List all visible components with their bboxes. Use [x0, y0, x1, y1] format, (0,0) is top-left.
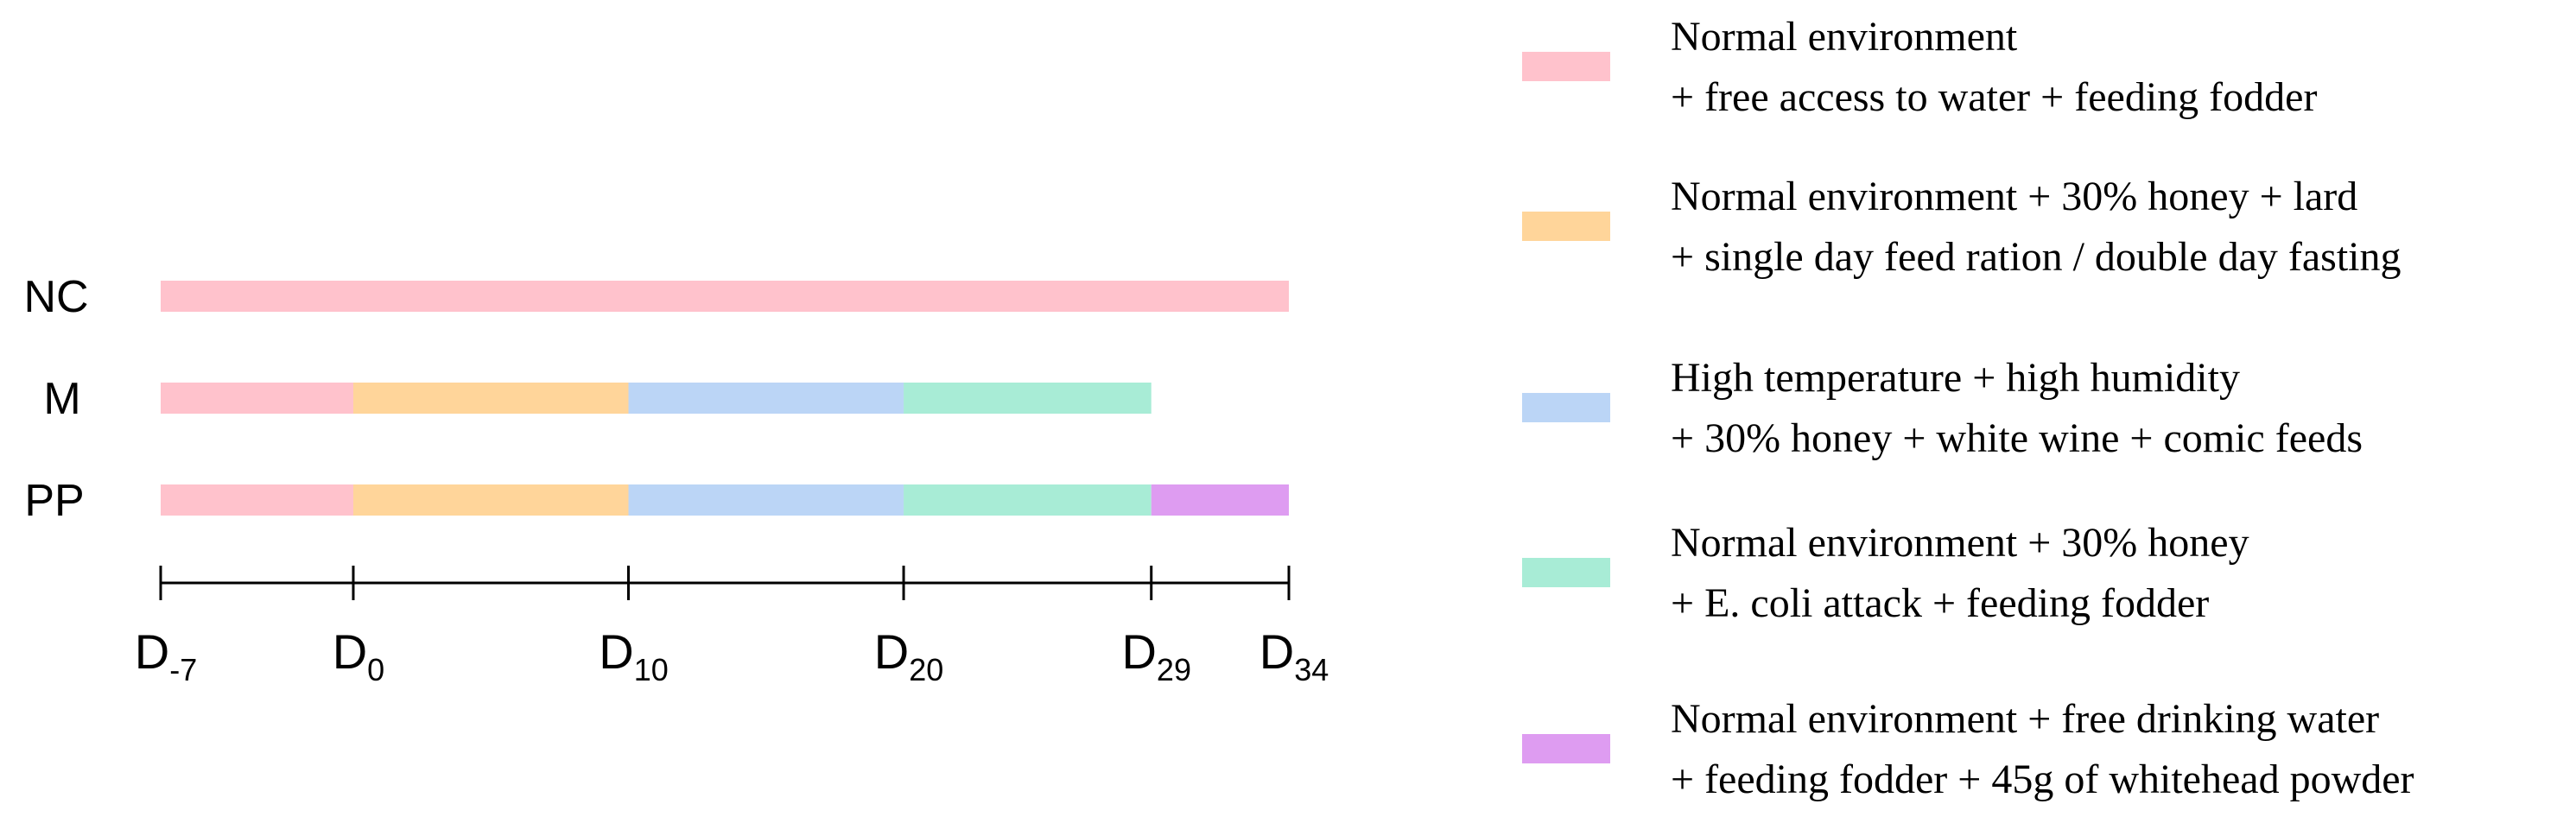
group-label: PP: [24, 476, 84, 526]
phase-segment-green: [904, 383, 1152, 414]
tick-label: D10: [599, 624, 669, 687]
timeline-axis: D-7 D0 D10 D20 D29 D34: [135, 566, 1329, 687]
tick-label-subscript: 29: [1157, 652, 1191, 687]
legend-text-line: + free access to water + feeding fodder: [1671, 74, 2317, 120]
tick-label-base: D: [599, 624, 633, 679]
phase-segment-purple: [1151, 484, 1289, 516]
phase-segment-pink: [161, 484, 353, 516]
tick-label-subscript: 0: [367, 652, 384, 687]
legend-item-orange: Normal environment + 30% honey + lard + s…: [1522, 174, 2402, 280]
tick-label: D20: [874, 624, 944, 687]
tick-label-base: D: [1259, 624, 1294, 679]
tick-label-subscript: 20: [909, 652, 943, 687]
legend-text-line: High temperature + high humidity: [1671, 355, 2240, 401]
tick-label-subscript: 34: [1294, 652, 1329, 687]
legend-swatch: [1522, 734, 1610, 763]
tick-label-subscript: -7: [169, 652, 197, 687]
phase-segment-pink: [161, 281, 1289, 312]
legend-swatch: [1522, 393, 1610, 422]
phase-segment-orange: [352, 383, 629, 414]
group-bars: NC M PP: [23, 272, 1289, 526]
group-row-m: M: [43, 374, 1152, 424]
legend-swatch: [1522, 52, 1610, 81]
phase-segment-blue: [628, 383, 904, 414]
legend-swatch: [1522, 212, 1610, 241]
tick-label: D34: [1259, 624, 1329, 687]
legend-text-line: Normal environment + free drinking water: [1671, 696, 2379, 742]
group-row-nc: NC: [23, 272, 1289, 322]
phase-segment-pink: [161, 383, 353, 414]
legend-item-blue: High temperature + high humidity + 30% ho…: [1522, 355, 2363, 461]
tick-label: D-7: [135, 624, 197, 687]
legend-swatch: [1522, 558, 1610, 587]
tick-label-base: D: [874, 624, 909, 679]
group-label: NC: [23, 272, 88, 322]
phase-segment-orange: [352, 484, 629, 516]
legend-text-line: + 30% honey + white wine + comic feeds: [1671, 415, 2363, 461]
legend-text-line: Normal environment + 30% honey + lard: [1671, 174, 2357, 219]
group-label: M: [43, 374, 80, 424]
legend-text-line: + single day feed ration / double day fa…: [1671, 234, 2402, 280]
legend-text-line: + E. coli attack + feeding fodder: [1671, 580, 2209, 626]
legend: Normal environment + free access to water…: [1522, 14, 2414, 802]
tick-label-subscript: 10: [634, 652, 669, 687]
phase-segment-blue: [628, 484, 904, 516]
tick-label: D29: [1121, 624, 1191, 687]
tick-label-base: D: [1121, 624, 1156, 679]
tick-label-base: D: [333, 624, 367, 679]
legend-item-green: Normal environment + 30% honey + E. coli …: [1522, 520, 2249, 626]
group-row-pp: PP: [24, 476, 1289, 526]
tick-label-base: D: [135, 624, 169, 679]
legend-item-pink: Normal environment + free access to water…: [1522, 14, 2317, 120]
tick-label: D0: [333, 624, 384, 687]
legend-text-line: Normal environment + 30% honey: [1671, 520, 2249, 566]
legend-text-line: + feeding fodder + 45g of whitehead powd…: [1671, 757, 2414, 802]
legend-text-line: Normal environment: [1671, 14, 2018, 60]
legend-item-purple: Normal environment + free drinking water…: [1522, 696, 2414, 802]
phase-segment-green: [904, 484, 1152, 516]
